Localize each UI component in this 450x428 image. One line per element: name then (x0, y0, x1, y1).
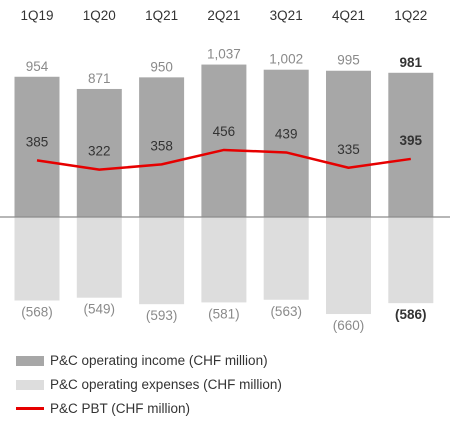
pbt-label: 322 (88, 144, 111, 159)
legend-label-income: P&C operating income (CHF million) (50, 353, 268, 368)
income-bar (76, 88, 122, 217)
expense-bar (76, 217, 122, 298)
expense-bar (263, 217, 309, 300)
income-label: 981 (400, 55, 423, 70)
legend-swatch-income (16, 355, 44, 366)
category-label: 4Q21 (332, 8, 365, 23)
expense-label: (593) (146, 308, 178, 323)
expense-label: (549) (84, 302, 116, 317)
legend-swatch-expenses (16, 379, 44, 390)
pbt-label: 385 (26, 134, 49, 149)
expense-label: (660) (333, 318, 365, 333)
income-bar (263, 69, 309, 218)
expense-bar (388, 217, 434, 304)
pbt-label: 335 (337, 142, 360, 157)
income-label: 995 (337, 53, 360, 68)
chart: 1Q19 954 (568) 1Q20 871 (549) 1Q21 950 (593) 2Q21… (0, 8, 450, 333)
income-label: 954 (26, 59, 49, 74)
legend-swatch-pbt (16, 407, 44, 410)
expense-bar (14, 217, 60, 301)
income-bar (388, 72, 434, 217)
legend-item-pbt: P&C PBT (CHF million) (16, 398, 282, 419)
legend: P&C operating income (CHF million) P&C o… (16, 350, 282, 422)
category-label: 1Q19 (20, 8, 53, 23)
category-label: 1Q22 (394, 8, 427, 23)
income-bar (14, 76, 60, 218)
expense-bar (139, 217, 185, 305)
pbt-line (36, 148, 411, 171)
pbt-label: 439 (275, 126, 298, 141)
pbt-label: 395 (400, 133, 423, 148)
pbt-label: 358 (150, 138, 173, 153)
legend-label-expenses: P&C operating expenses (CHF million) (50, 377, 282, 392)
category-label: 1Q20 (83, 8, 116, 23)
expense-label: (563) (270, 304, 302, 319)
category-label: 1Q21 (145, 8, 178, 23)
legend-label-pbt: P&C PBT (CHF million) (50, 401, 191, 416)
income-label: 950 (150, 59, 173, 74)
pbt-label: 456 (213, 124, 236, 139)
income-bar (326, 70, 371, 217)
expense-bar (326, 217, 371, 315)
income-bar (139, 77, 185, 217)
expense-label: (581) (208, 306, 240, 321)
expense-label: (586) (395, 307, 427, 322)
legend-item-income: P&C operating income (CHF million) (16, 350, 282, 371)
category-label: 3Q21 (270, 8, 303, 23)
legend-item-expenses: P&C operating expenses (CHF million) (16, 374, 282, 395)
income-label: 1,002 (269, 52, 303, 67)
expense-label: (568) (21, 304, 53, 319)
expense-bar (201, 217, 247, 303)
income-bar (201, 64, 247, 217)
category-label: 2Q21 (207, 8, 240, 23)
income-label: 871 (88, 71, 111, 86)
income-label: 1,037 (207, 47, 241, 62)
